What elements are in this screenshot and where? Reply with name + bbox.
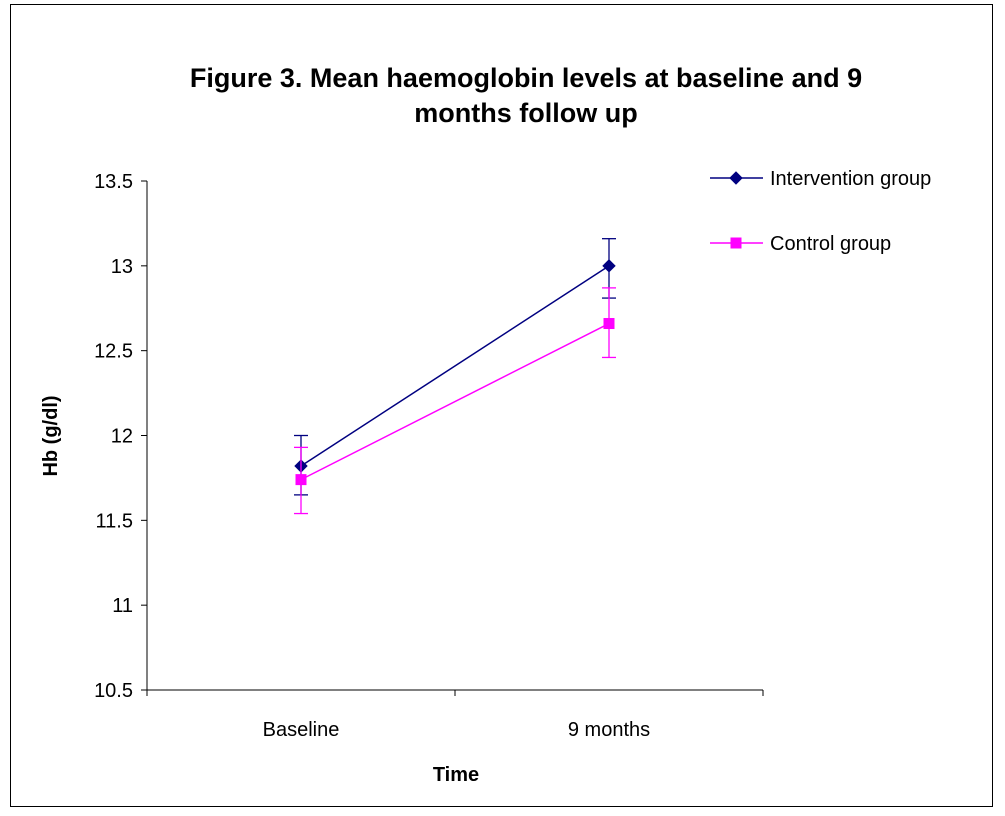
chart-title-line-1: Figure 3. Mean haemoglobin levels at bas…: [190, 63, 862, 93]
legend-label: Intervention group: [770, 168, 931, 190]
y-tick-label: 12.5: [94, 341, 133, 363]
series-control: [294, 287, 616, 515]
chart-title-line-2: months follow up: [414, 98, 637, 128]
data-point: [603, 318, 615, 330]
series-layer: [294, 238, 616, 515]
x-tick-label: Baseline: [263, 719, 340, 741]
legend-item: Intervention group: [710, 168, 931, 190]
y-tick-label: 13.5: [94, 171, 133, 193]
legend-marker: [729, 171, 743, 185]
y-tick-label: 12: [111, 426, 133, 448]
y-axis-label: Hb (g/dl): [40, 395, 62, 476]
data-point: [602, 259, 616, 273]
x-axis: Baseline 9 months: [146, 689, 764, 741]
y-tick-label: 11: [112, 595, 133, 617]
series-line: [300, 265, 610, 467]
y-axis: 10.5 11 11.5 12 12.5 13 13.5: [94, 171, 148, 702]
legend-marker: [730, 237, 742, 249]
y-tick-label: 10.5: [94, 680, 133, 702]
legend: Intervention group Control group: [710, 168, 931, 255]
data-point: [295, 474, 307, 486]
y-tick-label: 11.5: [96, 510, 133, 532]
y-tick-label: 13: [111, 256, 133, 278]
legend-item: Control group: [710, 233, 891, 255]
chart-frame: [10, 4, 993, 807]
x-axis-label: Time: [433, 764, 479, 786]
series-line: [300, 322, 610, 481]
legend-label: Control group: [770, 233, 891, 255]
series-intervention: [294, 238, 616, 496]
x-tick-label: 9 months: [568, 719, 650, 741]
